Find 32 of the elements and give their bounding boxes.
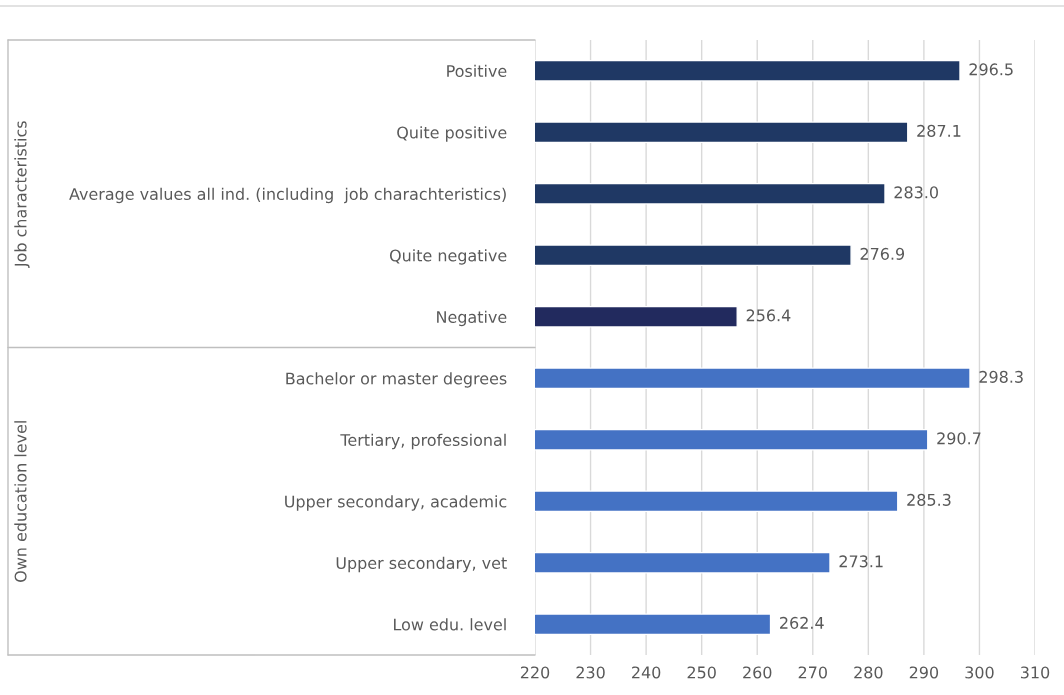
text: Job characteristics — [14, 121, 30, 268]
y-tick-label: Low edu. level — [394, 618, 506, 631]
y-tick-label: Positive — [447, 64, 507, 78]
data-label: 273.1 — [839, 555, 883, 568]
data-label: 287.1 — [917, 124, 961, 137]
data-label: 296.5 — [969, 63, 1013, 76]
y-tick-label: Upper secondary, academic — [285, 495, 507, 511]
data-label: 256.4 — [746, 309, 791, 322]
x-tick-label: 230 — [576, 666, 605, 679]
y-tick-label: Quite positive — [397, 126, 507, 142]
data-label: 290.7 — [937, 432, 981, 445]
y-tick-label: Quite negative — [389, 249, 507, 265]
x-tick-label: 220 — [520, 666, 550, 679]
y-tick-label: Average values all ind. (including job charachteristics) — [69, 187, 506, 204]
x-tick-label: 260 — [743, 666, 772, 679]
x-tick-label: 280 — [854, 666, 883, 679]
x-tick-label: 240 — [632, 666, 661, 679]
data-label: 262.4 — [780, 616, 824, 629]
x-tick-label: 270 — [798, 666, 827, 679]
y-tick-label: Negative — [437, 310, 507, 327]
data-label: 285.3 — [907, 493, 951, 506]
x-tick-label: 300 — [965, 666, 994, 679]
y-tick-label: Tertiary, professional — [340, 433, 506, 450]
x-tick-label: 290 — [909, 666, 939, 679]
y-tick-label: Bachelor or master degrees — [286, 372, 507, 388]
data-label: 298.3 — [979, 370, 1023, 383]
y-tick-label: Upper secondary, vet — [336, 556, 507, 573]
text: Own education level — [14, 421, 27, 582]
x-tick-label: 250 — [687, 666, 716, 679]
data-label: 283.0 — [894, 186, 938, 199]
x-tick-label: 310 — [1020, 666, 1050, 679]
data-label: 276.9 — [860, 247, 905, 260]
